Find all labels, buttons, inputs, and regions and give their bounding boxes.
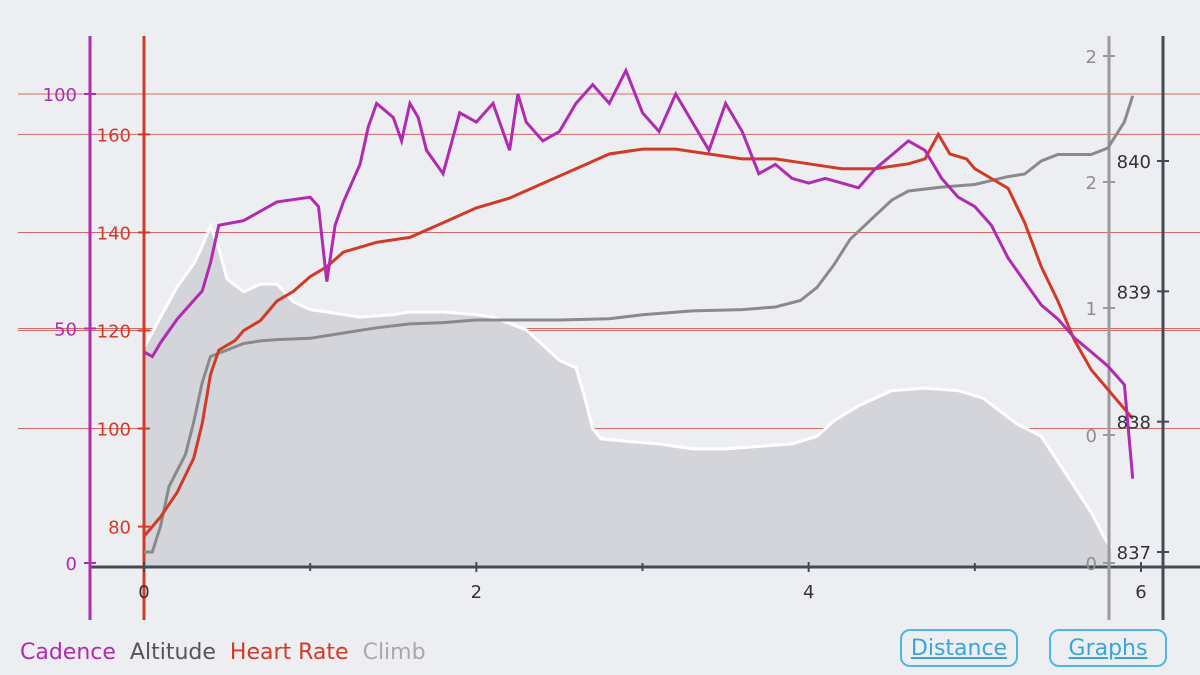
x-tick-label-0: 0 — [138, 582, 149, 603]
series-altitude-line — [144, 95, 1135, 554]
x-tick-label-4: 4 — [803, 582, 814, 603]
distance-button[interactable]: Distance — [900, 629, 1018, 667]
series-climb-line — [142, 221, 1113, 549]
x-tick-label-6: 6 — [1135, 582, 1146, 603]
legend-item-climb: Climb — [362, 640, 426, 665]
hr-tick-label-120: 120 — [97, 322, 131, 343]
altitude-tick-label-838: 838 — [1117, 413, 1151, 434]
axes — [84, 36, 1200, 620]
climb-tick-label-3: 2 — [1086, 173, 1097, 194]
hr-tick-label-160: 160 — [97, 125, 131, 146]
altitude-tick-label-837: 837 — [1117, 543, 1151, 564]
graphs-button[interactable]: Graphs — [1049, 629, 1167, 667]
legend-item-heart-rate: Heart Rate — [229, 640, 349, 665]
cadence-tick-label-50: 50 — [54, 320, 77, 341]
cadence-tick-label-100: 100 — [43, 85, 77, 106]
cadence-tick-label-0: 0 — [66, 554, 77, 575]
tick-labels: 0 2 4 6 0 50 100 80 100 120 140 160 0 0 1 2 2 837 838 839 84… — [43, 47, 1151, 603]
series-heart-rate-line — [142, 131, 1134, 538]
hr-tick-label-80: 80 — [108, 518, 131, 539]
x-tick-label-2: 2 — [471, 582, 482, 603]
series-climb-area — [144, 225, 1112, 568]
hr-tick-label-100: 100 — [97, 420, 131, 441]
climb-tick-label-4: 2 — [1086, 47, 1097, 68]
legend-item-altitude: Altitude — [129, 640, 216, 665]
legend-item-cadence: Cadence — [20, 640, 116, 665]
altitude-tick-label-840: 840 — [1117, 152, 1151, 173]
altitude-tick-label-839: 839 — [1117, 282, 1151, 303]
climb-tick-label-1: 0 — [1086, 426, 1097, 447]
legend: Cadence Altitude Heart Rate Climb — [20, 640, 426, 665]
climb-tick-label-2: 1 — [1086, 299, 1097, 320]
chart: 0 2 4 6 0 50 100 80 100 120 140 160 0 0 1 2 2 837 838 839 84… — [18, 36, 1200, 620]
series-cadence-line — [143, 66, 1135, 479]
climb-tick-label-0: 0 — [1086, 554, 1097, 575]
hr-tick-label-140: 140 — [97, 223, 131, 244]
